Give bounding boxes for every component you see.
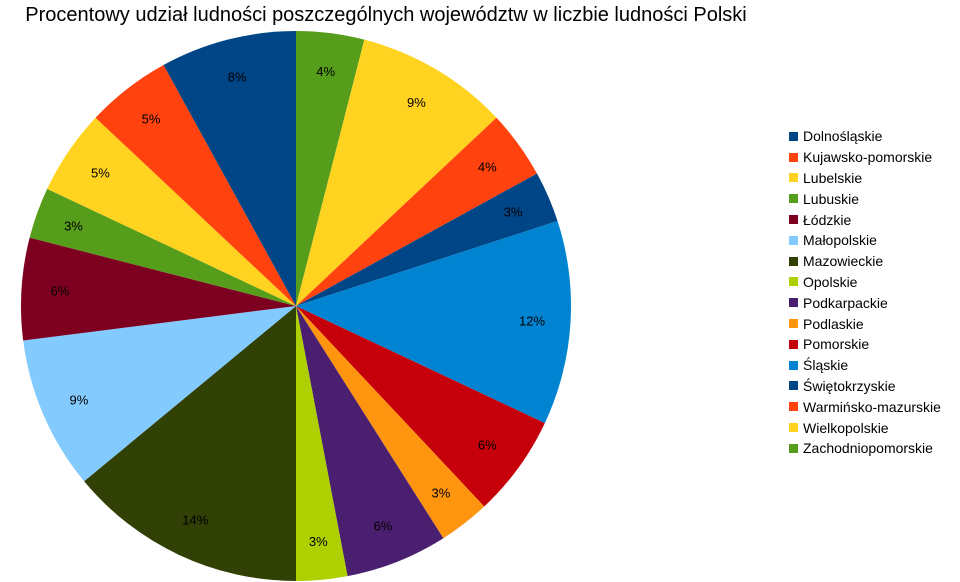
legend-label: Świętokrzyskie: [803, 377, 896, 394]
pie-label-lodzkie: 6%: [51, 284, 70, 299]
pie-label-podlaskie: 3%: [432, 485, 451, 500]
legend-label: Podlaskie: [803, 315, 864, 332]
pie-label-swietokrzyskie: 3%: [504, 205, 523, 220]
legend-label: Mazowieckie: [803, 253, 884, 270]
pie-slice-slaskie: [296, 221, 572, 424]
legend-label: Śląskie: [803, 357, 849, 374]
legend-item-lubuskie: Lubuskie: [789, 188, 941, 209]
legend-swatch: [789, 256, 798, 266]
legend-item-podlaskie: Podlaskie: [789, 313, 941, 334]
legend-item-wielkopolskie: Wielkopolskie: [789, 417, 941, 438]
legend-label: Wielkopolskie: [803, 419, 889, 436]
pie-slice-kujawsko-pomorskie: [95, 65, 296, 307]
legend-label: Małopolskie: [803, 232, 877, 249]
pie-slice-pomorskie: [296, 306, 545, 507]
legend-item-opolskie: Opolskie: [789, 272, 941, 293]
pie-slice-wielkopolskie: [296, 39, 497, 306]
legend-label: Warmińsko-mazurskie: [803, 398, 941, 415]
legend-swatch: [789, 235, 798, 245]
legend-item-malopolskie: Małopolskie: [789, 230, 941, 251]
legend-swatch: [789, 339, 798, 349]
chart-title: Procentowy udział ludności poszczególnyc…: [25, 4, 747, 26]
pie-label-slaskie: 12%: [519, 313, 545, 328]
legend: Dolnośląskie Kujawsko-pomorskie Lubelski…: [789, 126, 941, 459]
legend-swatch: [789, 194, 798, 204]
legend-swatch: [789, 423, 798, 433]
pie-slice-podkarpackie: [296, 306, 444, 577]
pie-label-lubuskie: 3%: [64, 218, 83, 233]
legend-label: Podkarpackie: [803, 294, 888, 311]
pie-chart: 4% 9% 4% 3% 12% 6% 3% 6% 3% 14% 9% 6% 3% 5% 5% 8%: [21, 31, 572, 582]
pie-label-pomorskie: 6%: [478, 438, 497, 453]
pie-slice-dolnoslaskie: [163, 31, 296, 306]
legend-item-swietokrzyskie: Świętokrzyskie: [789, 376, 941, 397]
pie-slice-lubelskie: [47, 117, 296, 306]
legend-swatch: [789, 215, 798, 225]
pie-slice-swietokrzyskie: [296, 173, 558, 306]
legend-item-podkarpackie: Podkarpackie: [789, 292, 941, 313]
pie-label-warminsko-mazurskie: 4%: [478, 159, 497, 174]
legend-item-warminsko-mazurskie: Warmińsko-mazurskie: [789, 396, 941, 417]
legend-item-dolnoslaskie: Dolnośląskie: [789, 126, 941, 147]
pie-slice-zachodniopomorskie: [296, 31, 365, 306]
legend-label: Pomorskie: [803, 336, 870, 353]
legend-item-pomorskie: Pomorskie: [789, 334, 941, 355]
legend-label: Kujawsko-pomorskie: [803, 149, 933, 166]
pie-label-opolskie: 3%: [309, 534, 328, 549]
legend-item-zachodniopomorskie: Zachodniopomorskie: [789, 438, 941, 459]
legend-swatch: [789, 360, 798, 370]
legend-swatch: [789, 152, 798, 162]
pie-slice-podlaskie: [296, 306, 485, 539]
pie-slice-mazowieckie: [84, 306, 296, 581]
pie-label-kujawsko-pomorskie: 5%: [142, 112, 161, 127]
legend-swatch: [789, 173, 798, 183]
pie-label-podkarpackie: 6%: [374, 518, 393, 533]
legend-item-lubelskie: Lubelskie: [789, 168, 941, 189]
pie-slice-malopolskie: [23, 306, 296, 482]
legend-item-slaskie: Śląskie: [789, 355, 941, 376]
pie-label-dolnoslaskie: 8%: [228, 69, 247, 84]
pie-slice-lodzkie: [21, 237, 297, 341]
legend-label: Łódzkie: [803, 211, 852, 228]
pie-slice-warminsko-mazurskie: [296, 117, 537, 306]
legend-swatch: [789, 402, 798, 412]
pie-label-mazowieckie: 14%: [182, 512, 208, 527]
legend-swatch: [789, 298, 798, 308]
legend-swatch: [789, 443, 798, 453]
legend-label: Lubelskie: [803, 169, 863, 186]
legend-item-mazowieckie: Mazowieckie: [789, 251, 941, 272]
pie-label-zachodniopomorskie: 4%: [316, 64, 335, 79]
pie-slice-opolskie: [296, 306, 348, 582]
pie-slice-lubuskie: [29, 188, 296, 306]
legend-label: Zachodniopomorskie: [803, 440, 933, 457]
pie-label-wielkopolskie: 9%: [407, 95, 426, 110]
legend-label: Dolnośląskie: [803, 128, 883, 145]
legend-label: Lubuskie: [803, 190, 860, 207]
pie-label-lubelskie: 5%: [91, 166, 110, 181]
legend-label: Opolskie: [803, 273, 858, 290]
legend-swatch: [789, 277, 798, 287]
legend-swatch: [789, 319, 798, 329]
pie-slice-labels: 4% 9% 4% 3% 12% 6% 3% 6% 3% 14% 9% 6% 3% 5% 5% 8%: [51, 64, 546, 549]
legend-item-lodzkie: Łódzkie: [789, 209, 941, 230]
legend-item-kujawsko-pomorskie: Kujawsko-pomorskie: [789, 147, 941, 168]
pie-label-malopolskie: 9%: [70, 392, 89, 407]
legend-swatch: [789, 131, 798, 141]
legend-swatch: [789, 381, 798, 391]
pie-slices: [21, 31, 572, 582]
